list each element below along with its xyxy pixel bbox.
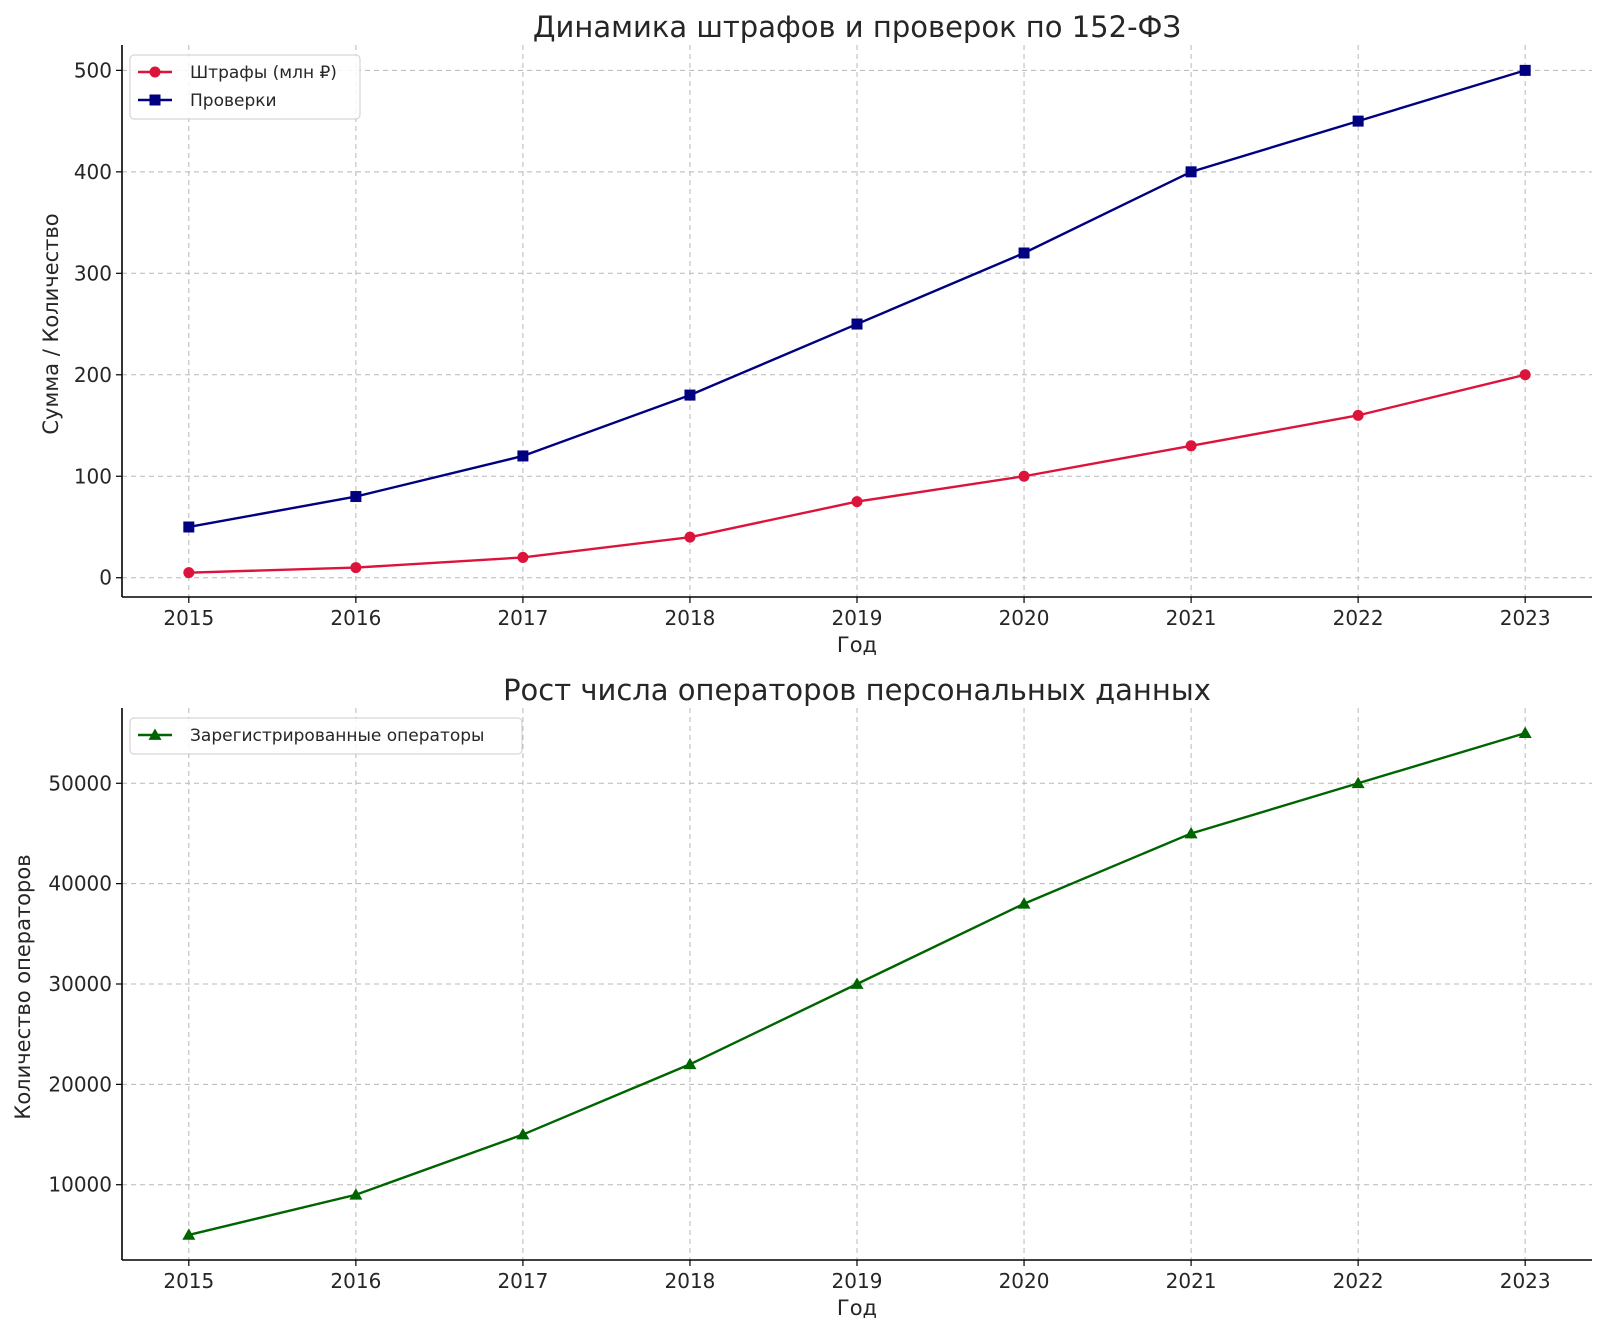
series-1 — [183, 64, 1531, 533]
y-tick-label: 300 — [74, 261, 112, 285]
data-point — [517, 450, 529, 462]
data-point — [517, 551, 529, 563]
legend-marker — [149, 94, 161, 106]
data-point — [851, 496, 863, 508]
legend: Штрафы (млн ₽) Проверки — [129, 54, 361, 120]
data-point — [349, 1188, 363, 1200]
x-tick-label: 2016 — [330, 606, 381, 630]
legend-item: Проверки — [138, 91, 277, 111]
data-point — [1185, 166, 1197, 178]
x-tick-label: 2022 — [1333, 606, 1384, 630]
data-point — [350, 491, 362, 503]
y-tick-label: 400 — [74, 160, 112, 184]
axes: 2015 2016 2017 2018 2019 2020 2021 2022 2023 0 100… — [74, 45, 1592, 630]
x-tick-label: 2020 — [999, 606, 1050, 630]
y-tick-label: 50000 — [48, 771, 112, 795]
data-point — [1519, 64, 1531, 76]
x-tick-label: 2020 — [999, 1269, 1050, 1293]
x-tick-label: 2022 — [1333, 1269, 1384, 1293]
legend-item: Штрафы (млн ₽) — [138, 63, 337, 83]
fines-inspections-chart: Динамика штрафов и проверок по 152-ФЗ 20… — [39, 10, 1592, 657]
data-point — [1352, 115, 1364, 127]
x-tick-label: 2023 — [1500, 606, 1551, 630]
series-0 — [182, 726, 1532, 1240]
y-tick-label: 10000 — [48, 1173, 112, 1197]
data-point — [850, 977, 864, 989]
data-point — [516, 1128, 530, 1140]
data-point — [1351, 776, 1365, 789]
series-layer — [183, 64, 1531, 579]
x-tick-label: 2017 — [497, 1269, 548, 1293]
y-tick-label: 100 — [74, 464, 112, 488]
x-tick-label: 2021 — [1166, 606, 1217, 630]
data-point — [350, 562, 362, 574]
legend-label: Зарегистрированные операторы — [190, 726, 484, 746]
data-point — [684, 389, 696, 401]
data-point — [1519, 369, 1531, 381]
data-point — [683, 1057, 697, 1070]
axes: 2015 2016 2017 2018 2019 2020 2021 2022 2023 1000… — [48, 708, 1592, 1293]
legend-item: Зарегистрированные операторы — [138, 726, 484, 746]
grid — [122, 708, 1592, 1260]
y-tick-label: 20000 — [48, 1072, 112, 1096]
x-axis-label: Год — [837, 1296, 877, 1320]
x-tick-label: 2018 — [665, 606, 716, 630]
legend-marker — [148, 728, 162, 740]
operators-growth-chart: Рост числа операторов персональных данны… — [11, 673, 1592, 1320]
data-point — [1518, 726, 1532, 738]
chart-title: Динамика штрафов и проверок по 152-ФЗ — [533, 10, 1181, 44]
series-layer — [182, 726, 1532, 1240]
x-tick-label: 2018 — [665, 1269, 716, 1293]
data-point — [1185, 440, 1197, 452]
y-tick-label: 0 — [99, 566, 112, 590]
data-point — [684, 531, 696, 543]
data-point — [1184, 826, 1198, 839]
x-tick-label: 2023 — [1500, 1269, 1551, 1293]
legend-marker — [149, 66, 161, 78]
legend-box — [129, 717, 523, 755]
y-tick-label: 30000 — [48, 972, 112, 996]
data-point — [851, 318, 863, 330]
x-tick-label: 2015 — [163, 606, 214, 630]
x-tick-label: 2015 — [163, 1269, 214, 1293]
x-axis-label: Год — [837, 633, 877, 657]
grid — [122, 45, 1592, 597]
data-point — [1018, 247, 1030, 259]
data-point — [1352, 409, 1364, 421]
data-point — [183, 521, 195, 533]
y-axis-label: Сумма / Количество — [39, 213, 63, 434]
x-tick-label: 2019 — [832, 606, 883, 630]
x-tick-label: 2019 — [832, 1269, 883, 1293]
legend-box — [129, 54, 361, 120]
legend: Зарегистрированные операторы — [129, 717, 523, 755]
legend-label: Штрафы (млн ₽) — [190, 63, 337, 83]
y-axis-label: Количество операторов — [11, 854, 35, 1119]
data-point — [1018, 470, 1030, 482]
legend-label: Проверки — [190, 91, 277, 111]
y-tick-label: 500 — [74, 58, 112, 82]
x-tick-label: 2016 — [330, 1269, 381, 1293]
y-tick-label: 200 — [74, 363, 112, 387]
data-point — [182, 1228, 196, 1240]
x-tick-label: 2017 — [497, 606, 548, 630]
data-point — [1017, 897, 1031, 909]
data-point — [183, 567, 195, 579]
series-0 — [183, 369, 1531, 579]
y-tick-label: 40000 — [48, 872, 112, 896]
chart-title: Рост числа операторов персональных данны… — [503, 673, 1211, 707]
x-tick-label: 2021 — [1166, 1269, 1217, 1293]
